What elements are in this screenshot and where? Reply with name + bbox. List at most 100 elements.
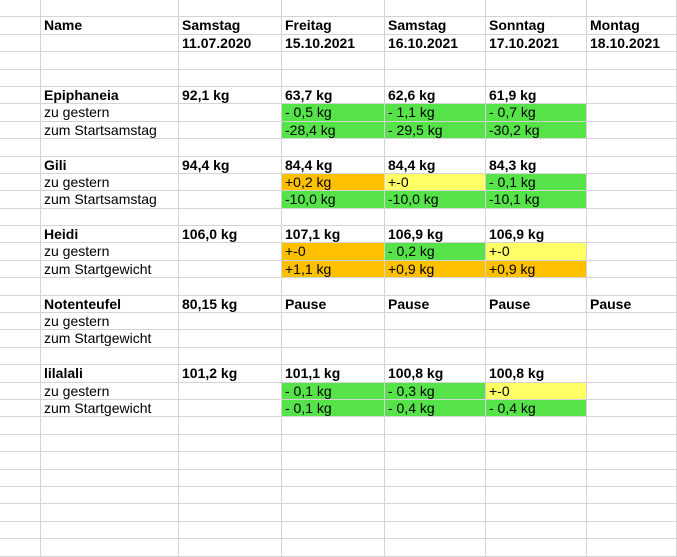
empty-cell[interactable]	[282, 139, 385, 157]
value-cell[interactable]: - 0,4 kg	[385, 399, 486, 418]
empty-cell[interactable]	[486, 52, 587, 70]
row-gutter-cell[interactable]	[0, 173, 41, 192]
value-cell[interactable]: - 0,2 kg	[385, 243, 486, 261]
row-label-cell[interactable]	[41, 139, 179, 157]
row-gutter-cell[interactable]	[0, 313, 41, 331]
empty-cell[interactable]	[282, 0, 385, 18]
empty-cell[interactable]	[587, 0, 677, 18]
value-cell[interactable]: Pause	[385, 295, 486, 314]
empty-cell[interactable]	[486, 434, 587, 453]
empty-cell[interactable]	[587, 139, 677, 157]
empty-cell[interactable]	[587, 452, 677, 470]
header-day-cell[interactable]: Montag	[587, 17, 677, 35]
row-label-cell[interactable]	[41, 434, 179, 453]
row-gutter-cell[interactable]	[0, 539, 41, 557]
row-gutter-cell[interactable]	[0, 17, 41, 35]
empty-cell[interactable]	[179, 486, 282, 505]
value-cell[interactable]: 94,4 kg	[179, 156, 282, 174]
empty-cell[interactable]	[179, 52, 282, 70]
empty-cell[interactable]	[179, 278, 282, 296]
empty-cell[interactable]	[587, 86, 677, 105]
empty-cell[interactable]	[587, 52, 677, 70]
empty-cell[interactable]	[587, 347, 677, 366]
empty-cell[interactable]	[486, 452, 587, 470]
row-gutter-cell[interactable]	[0, 295, 41, 314]
row-label-cell[interactable]: zu gestern	[41, 382, 179, 400]
empty-cell[interactable]	[179, 121, 282, 140]
empty-cell[interactable]	[179, 382, 282, 400]
empty-cell[interactable]	[282, 434, 385, 453]
empty-cell[interactable]	[587, 191, 677, 209]
empty-cell[interactable]	[486, 539, 587, 557]
empty-cell[interactable]	[587, 278, 677, 296]
empty-cell[interactable]	[486, 521, 587, 540]
row-gutter-cell[interactable]	[0, 347, 41, 366]
row-label-cell[interactable]	[41, 208, 179, 227]
value-cell[interactable]: 106,9 kg	[385, 226, 486, 244]
header-date-cell[interactable]: 18.10.2021	[587, 34, 677, 53]
empty-cell[interactable]	[282, 417, 385, 435]
empty-cell[interactable]	[587, 486, 677, 505]
row-gutter-cell[interactable]	[0, 69, 41, 87]
row-label-cell[interactable]	[41, 539, 179, 557]
row-gutter-cell[interactable]	[0, 521, 41, 540]
value-cell[interactable]: -30,2 kg	[486, 121, 587, 140]
empty-cell[interactable]	[486, 486, 587, 505]
empty-cell[interactable]	[587, 313, 677, 331]
value-cell[interactable]: 92,1 kg	[179, 86, 282, 105]
empty-cell[interactable]	[282, 504, 385, 522]
empty-cell[interactable]	[282, 208, 385, 227]
row-gutter-cell[interactable]	[0, 504, 41, 522]
empty-cell[interactable]	[587, 365, 677, 383]
row-gutter-cell[interactable]	[0, 452, 41, 470]
person-name-cell[interactable]: lilalali	[41, 365, 179, 383]
empty-cell[interactable]	[385, 521, 486, 540]
row-gutter-cell[interactable]	[0, 330, 41, 348]
empty-cell[interactable]	[385, 69, 486, 87]
value-cell[interactable]: 80,15 kg	[179, 295, 282, 314]
empty-cell[interactable]	[587, 521, 677, 540]
row-gutter-cell[interactable]	[0, 121, 41, 140]
empty-cell[interactable]	[179, 104, 282, 122]
person-name-cell[interactable]: Notenteufel	[41, 295, 179, 314]
value-cell[interactable]: +0,2 kg	[282, 173, 385, 192]
value-cell[interactable]: 106,0 kg	[179, 226, 282, 244]
value-cell[interactable]: 100,8 kg	[486, 365, 587, 383]
value-cell[interactable]: +1,1 kg	[282, 260, 385, 279]
empty-cell[interactable]	[282, 347, 385, 366]
empty-cell[interactable]	[587, 434, 677, 453]
row-label-cell[interactable]: zu gestern	[41, 104, 179, 122]
empty-cell[interactable]	[385, 313, 486, 331]
empty-cell[interactable]	[179, 313, 282, 331]
empty-cell[interactable]	[385, 0, 486, 18]
header-date-cell[interactable]: 17.10.2021	[486, 34, 587, 53]
value-cell[interactable]: Pause	[486, 295, 587, 314]
value-cell[interactable]: - 0,1 kg	[282, 399, 385, 418]
value-cell[interactable]: - 1,1 kg	[385, 104, 486, 122]
empty-cell[interactable]	[587, 69, 677, 87]
row-gutter-cell[interactable]	[0, 399, 41, 418]
empty-cell[interactable]	[179, 69, 282, 87]
empty-cell[interactable]	[179, 260, 282, 279]
person-name-cell[interactable]: Heidi	[41, 226, 179, 244]
empty-cell[interactable]	[282, 486, 385, 505]
header-date-cell[interactable]: 16.10.2021	[385, 34, 486, 53]
row-gutter-cell[interactable]	[0, 260, 41, 279]
row-gutter-cell[interactable]	[0, 52, 41, 70]
empty-cell[interactable]	[179, 452, 282, 470]
row-label-cell[interactable]: zum Startgewicht	[41, 260, 179, 279]
empty-cell[interactable]	[179, 521, 282, 540]
row-label-cell[interactable]	[41, 52, 179, 70]
empty-cell[interactable]	[385, 504, 486, 522]
value-cell[interactable]: +0,9 kg	[486, 260, 587, 279]
header-day-cell[interactable]: Samstag	[385, 17, 486, 35]
empty-cell[interactable]	[587, 504, 677, 522]
value-cell[interactable]: 101,2 kg	[179, 365, 282, 383]
empty-cell[interactable]	[179, 173, 282, 192]
value-cell[interactable]: - 29,5 kg	[385, 121, 486, 140]
row-label-cell[interactable]	[41, 69, 179, 87]
empty-cell[interactable]	[282, 539, 385, 557]
row-gutter-cell[interactable]	[0, 86, 41, 105]
row-label-cell[interactable]	[41, 347, 179, 366]
empty-cell[interactable]	[587, 226, 677, 244]
